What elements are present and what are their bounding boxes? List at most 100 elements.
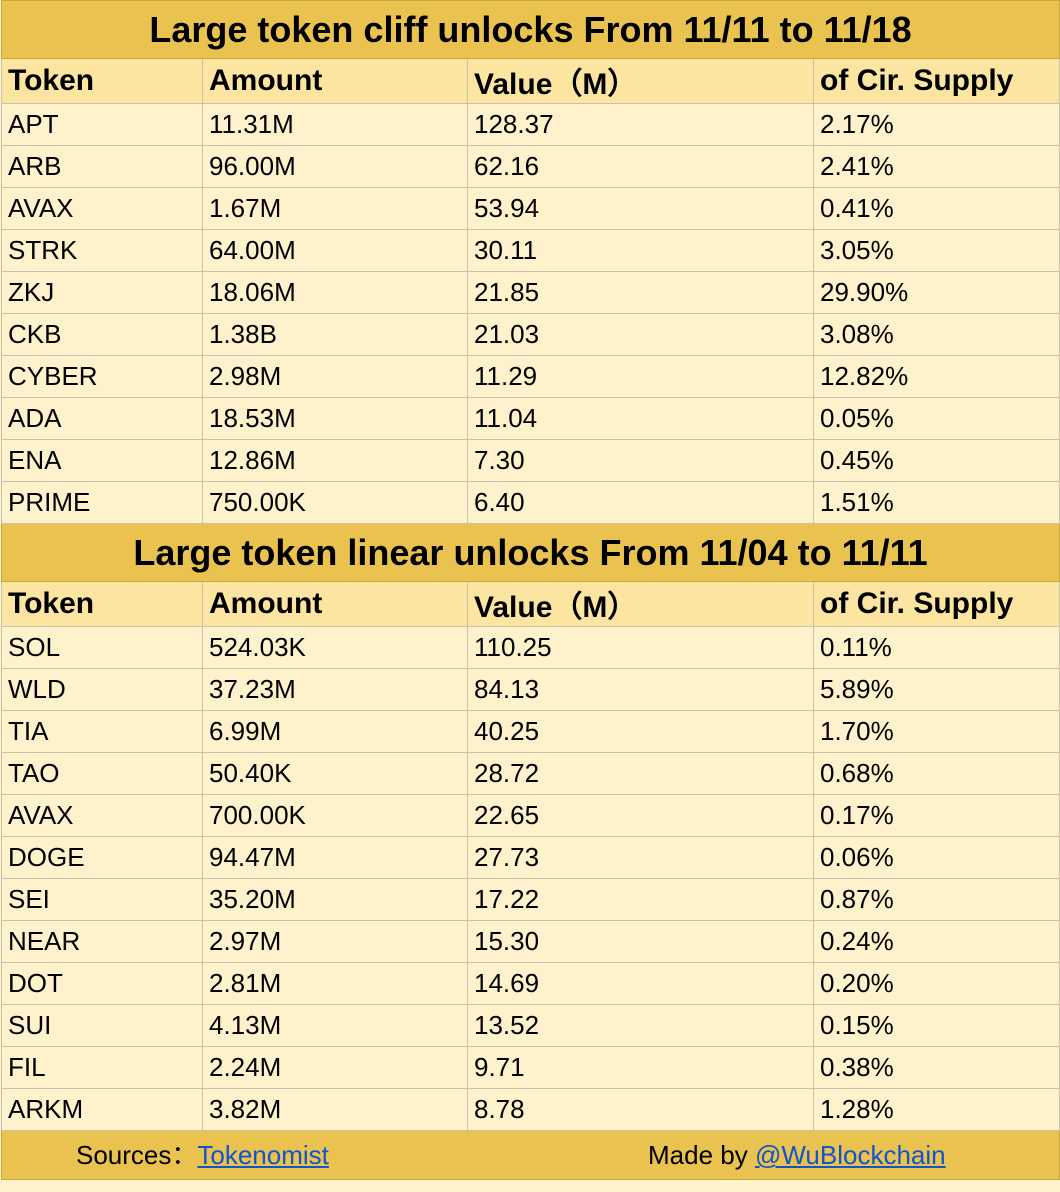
cell-value[interactable]: 15.30 [467,920,814,963]
cell-amount[interactable]: 1.67M [202,187,468,230]
cell-supply[interactable]: 0.06% [812,836,1060,879]
cell-value[interactable]: 22.65 [467,794,814,837]
cell-value[interactable]: 30.11 [467,229,814,272]
cell-token[interactable]: ZKJ [1,271,203,314]
cell-supply[interactable]: 2.17% [812,103,1060,146]
cell-amount[interactable]: 18.53M [202,397,468,440]
cell-value[interactable]: 7.30 [467,439,814,482]
cell-token[interactable]: SOL [1,626,203,669]
cell-value[interactable]: 13.52 [467,1004,814,1047]
cell-supply[interactable]: 0.38% [812,1046,1060,1089]
cell-value[interactable]: 21.03 [467,313,814,356]
cell-supply[interactable]: 0.15% [812,1004,1060,1047]
cell-supply[interactable]: 0.24% [812,920,1060,963]
cell-amount[interactable]: 12.86M [202,439,468,482]
header-token[interactable]: Token [1,581,203,627]
cell-value[interactable]: 62.16 [467,145,814,188]
header-supply[interactable]: of Cir. Supply [812,58,1060,104]
cell-supply[interactable]: 29.90% [812,271,1060,314]
cell-amount[interactable]: 4.13M [202,1004,468,1047]
cell-value[interactable]: 14.69 [467,962,814,1005]
cell-token[interactable]: ARKM [1,1088,203,1131]
cell-token[interactable]: DOT [1,962,203,1005]
cell-token[interactable]: STRK [1,229,203,272]
cell-supply[interactable]: 1.51% [812,481,1060,524]
cell-value[interactable]: 8.78 [467,1088,814,1131]
cell-supply[interactable]: 2.41% [812,145,1060,188]
cell-token[interactable]: CKB [1,313,203,356]
cell-supply[interactable]: 12.82% [812,355,1060,398]
cell-token[interactable]: APT [1,103,203,146]
cell-supply[interactable]: 0.05% [812,397,1060,440]
cell-token[interactable]: ADA [1,397,203,440]
cell-token[interactable]: WLD [1,668,203,711]
header-token[interactable]: Token [1,58,203,104]
linear-section-title[interactable]: Large token linear unlocks From 11/04 to… [0,523,1060,582]
cell-amount[interactable]: 750.00K [202,481,468,524]
header-value[interactable]: Value（M） [467,58,814,104]
cell-supply[interactable]: 0.11% [812,626,1060,669]
cell-value[interactable]: 28.72 [467,752,814,795]
cell-token[interactable]: TAO [1,752,203,795]
cell-value[interactable]: 17.22 [467,878,814,921]
cell-supply[interactable]: 3.05% [812,229,1060,272]
cell-supply[interactable]: 0.41% [812,187,1060,230]
header-amount[interactable]: Amount [202,581,468,627]
cell-value[interactable]: 11.29 [467,355,814,398]
cell-amount[interactable]: 6.99M [202,710,468,753]
cell-token[interactable]: ARB [1,145,203,188]
cell-token[interactable]: NEAR [1,920,203,963]
cell-value[interactable]: 84.13 [467,668,814,711]
cell-token[interactable]: TIA [1,710,203,753]
cell-token[interactable]: ENA [1,439,203,482]
cell-supply[interactable]: 0.17% [812,794,1060,837]
cell-value[interactable]: 40.25 [467,710,814,753]
cell-token[interactable]: SUI [1,1004,203,1047]
cell-token[interactable]: CYBER [1,355,203,398]
cell-supply[interactable]: 5.89% [812,668,1060,711]
cell-token[interactable]: DOGE [1,836,203,879]
cell-value[interactable]: 6.40 [467,481,814,524]
cell-value[interactable]: 53.94 [467,187,814,230]
cell-token[interactable]: SEI [1,878,203,921]
cell-amount[interactable]: 50.40K [202,752,468,795]
tokenomist-link[interactable]: Tokenomist [197,1140,329,1170]
cell-amount[interactable]: 1.38B [202,313,468,356]
cell-supply[interactable]: 3.08% [812,313,1060,356]
cell-amount[interactable]: 35.20M [202,878,468,921]
cell-amount[interactable]: 94.47M [202,836,468,879]
cell-amount[interactable]: 18.06M [202,271,468,314]
cell-amount[interactable]: 11.31M [202,103,468,146]
cell-amount[interactable]: 524.03K [202,626,468,669]
cell-value[interactable]: 21.85 [467,271,814,314]
footer-cell[interactable]: Sources：Tokenomist Made by @WuBlockchain [0,1130,1060,1180]
cell-amount[interactable]: 3.82M [202,1088,468,1131]
cell-supply[interactable]: 0.68% [812,752,1060,795]
cell-amount[interactable]: 37.23M [202,668,468,711]
header-amount[interactable]: Amount [202,58,468,104]
cell-supply[interactable]: 1.70% [812,710,1060,753]
cell-token[interactable]: FIL [1,1046,203,1089]
cell-token[interactable]: AVAX [1,794,203,837]
cell-token[interactable]: PRIME [1,481,203,524]
cell-amount[interactable]: 96.00M [202,145,468,188]
cell-amount[interactable]: 2.24M [202,1046,468,1089]
cell-amount[interactable]: 2.81M [202,962,468,1005]
cell-supply[interactable]: 0.20% [812,962,1060,1005]
cell-supply[interactable]: 0.87% [812,878,1060,921]
header-value[interactable]: Value（M） [467,581,814,627]
cell-value[interactable]: 110.25 [467,626,814,669]
cell-amount[interactable]: 2.98M [202,355,468,398]
cell-value[interactable]: 9.71 [467,1046,814,1089]
cell-value[interactable]: 128.37 [467,103,814,146]
cliff-section-title[interactable]: Large token cliff unlocks From 11/11 to … [0,0,1060,59]
cell-supply[interactable]: 0.45% [812,439,1060,482]
cell-token[interactable]: AVAX [1,187,203,230]
header-supply[interactable]: of Cir. Supply [812,581,1060,627]
cell-value[interactable]: 27.73 [467,836,814,879]
cell-amount[interactable]: 700.00K [202,794,468,837]
cell-value[interactable]: 11.04 [467,397,814,440]
cell-amount[interactable]: 64.00M [202,229,468,272]
cell-supply[interactable]: 1.28% [812,1088,1060,1131]
cell-amount[interactable]: 2.97M [202,920,468,963]
